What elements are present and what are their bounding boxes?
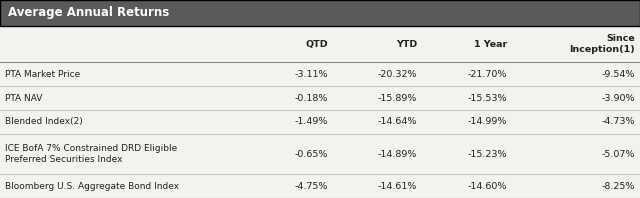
Text: ICE BofA 7% Constrained DRD Eligible
Preferred Securities Index: ICE BofA 7% Constrained DRD Eligible Pre… — [5, 144, 177, 164]
Text: -20.32%: -20.32% — [378, 70, 417, 79]
Text: -3.90%: -3.90% — [602, 94, 635, 103]
Text: -15.53%: -15.53% — [467, 94, 507, 103]
Text: QTD: QTD — [305, 40, 328, 49]
Text: -21.70%: -21.70% — [467, 70, 507, 79]
Text: -4.73%: -4.73% — [602, 117, 635, 127]
Text: Average Annual Returns: Average Annual Returns — [8, 6, 169, 19]
Text: -14.61%: -14.61% — [378, 182, 417, 191]
Text: YTD: YTD — [396, 40, 417, 49]
Text: 1 Year: 1 Year — [474, 40, 507, 49]
Text: -14.60%: -14.60% — [467, 182, 507, 191]
Text: -0.65%: -0.65% — [294, 149, 328, 159]
Text: -9.54%: -9.54% — [602, 70, 635, 79]
Text: -4.75%: -4.75% — [294, 182, 328, 191]
Text: -1.49%: -1.49% — [294, 117, 328, 127]
Text: Bloomberg U.S. Aggregate Bond Index: Bloomberg U.S. Aggregate Bond Index — [5, 182, 179, 191]
Text: PTA NAV: PTA NAV — [5, 94, 42, 103]
Text: Since
Inception(1): Since Inception(1) — [569, 34, 635, 54]
Text: Blended Index(2): Blended Index(2) — [5, 117, 83, 127]
Text: -3.11%: -3.11% — [294, 70, 328, 79]
Text: -15.89%: -15.89% — [378, 94, 417, 103]
Text: PTA Market Price: PTA Market Price — [5, 70, 81, 79]
Text: -14.99%: -14.99% — [467, 117, 507, 127]
Text: -0.18%: -0.18% — [294, 94, 328, 103]
Text: -14.89%: -14.89% — [378, 149, 417, 159]
Text: -5.07%: -5.07% — [602, 149, 635, 159]
Text: -14.64%: -14.64% — [378, 117, 417, 127]
Text: -8.25%: -8.25% — [602, 182, 635, 191]
FancyBboxPatch shape — [0, 0, 640, 26]
Text: -15.23%: -15.23% — [467, 149, 507, 159]
